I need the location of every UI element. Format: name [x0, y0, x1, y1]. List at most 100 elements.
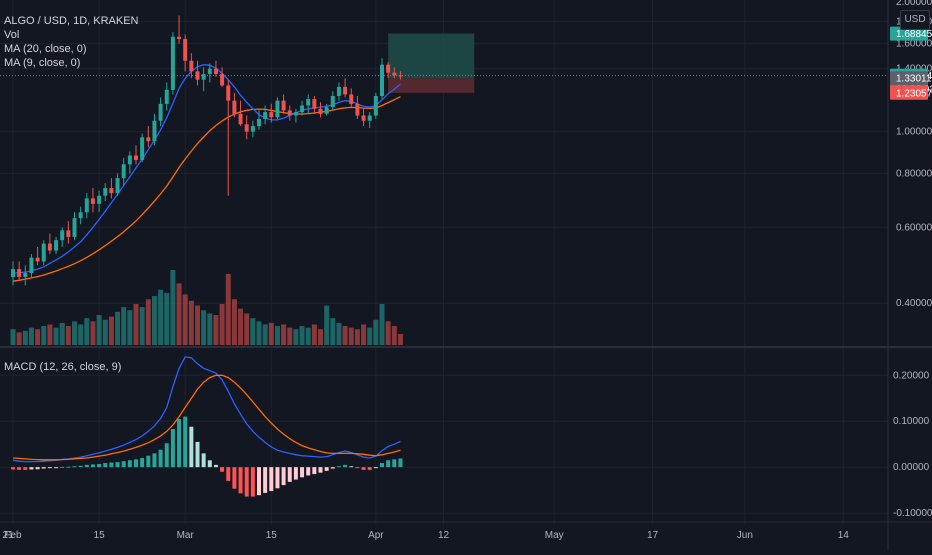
candle-body[interactable]	[158, 103, 163, 121]
candle-body[interactable]	[90, 198, 95, 204]
candle-body[interactable]	[78, 212, 83, 219]
currency-label[interactable]: USD	[900, 10, 930, 30]
price-tick-label[interactable]: 2.00000	[896, 0, 932, 8]
candle-body[interactable]	[134, 155, 138, 160]
moving-averages-layer	[12, 64, 401, 282]
position-zones[interactable]	[0, 33, 888, 93]
candle-body[interactable]	[324, 107, 329, 114]
candle-body[interactable]	[349, 94, 354, 104]
date-tick-label[interactable]: 15	[266, 530, 278, 541]
macd-tick-label[interactable]: 0.10000	[893, 416, 930, 427]
candle-body[interactable]	[318, 108, 323, 114]
macd-tick-label[interactable]: 0.20000	[893, 370, 930, 381]
candle-body[interactable]	[263, 112, 268, 119]
candle-body[interactable]	[195, 71, 200, 80]
candle-body[interactable]	[41, 243, 46, 262]
candle-body[interactable]	[373, 95, 378, 116]
date-tick-label[interactable]: 21	[2, 530, 14, 541]
candle-body[interactable]	[115, 178, 120, 194]
candle-body[interactable]	[97, 195, 102, 204]
candle-body[interactable]	[293, 112, 298, 116]
candle-body[interactable]	[60, 230, 65, 241]
candle-body[interactable]	[287, 110, 292, 116]
candle-body[interactable]	[269, 112, 274, 118]
candle-body[interactable]	[35, 257, 40, 262]
target-zone[interactable]	[388, 33, 475, 79]
stop-zone[interactable]	[388, 78, 475, 93]
candle-body[interactable]	[343, 86, 348, 95]
date-tick-label[interactable]: 12	[438, 530, 450, 541]
candle-body[interactable]	[336, 86, 341, 96]
candle-body[interactable]	[72, 218, 77, 237]
candle-body[interactable]	[330, 95, 335, 108]
candle-body[interactable]	[380, 64, 384, 96]
candle-body[interactable]	[201, 74, 206, 80]
ma9-legend-label[interactable]: MA (9, close, 0)	[4, 57, 81, 69]
candle-body[interactable]	[177, 36, 182, 40]
candle-body[interactable]	[398, 75, 403, 77]
candle-body[interactable]	[47, 243, 52, 251]
price-tick-label[interactable]: 0.80000	[896, 168, 932, 179]
vol-legend-label[interactable]: Vol	[4, 29, 20, 41]
date-tick-label[interactable]: 17	[647, 530, 659, 541]
candles-layer[interactable]	[11, 15, 403, 286]
candle-body[interactable]	[109, 188, 114, 194]
candle-body[interactable]	[23, 273, 28, 278]
candle-body[interactable]	[140, 137, 145, 160]
macd-legend-label[interactable]: MACD (12, 26, close, 9)	[4, 361, 122, 373]
price-tick-label[interactable]: 0.40000	[896, 298, 932, 309]
candle-body[interactable]	[170, 36, 175, 90]
volume-bar	[305, 327, 311, 345]
candle-body[interactable]	[300, 105, 305, 113]
candle-body[interactable]	[84, 198, 89, 213]
date-tick-label[interactable]: Mar	[177, 530, 195, 541]
candle-body[interactable]	[66, 230, 71, 237]
candle-body[interactable]	[11, 269, 15, 278]
candle-body[interactable]	[127, 155, 132, 165]
date-tick-label[interactable]: Feb	[4, 530, 22, 541]
date-tick-label[interactable]: Apr	[368, 530, 384, 541]
date-tick-label[interactable]: 15	[94, 530, 106, 541]
candle-body[interactable]	[146, 137, 151, 142]
price-tick-label[interactable]: 1.00000	[896, 127, 932, 138]
candle-body[interactable]	[392, 72, 397, 76]
candle-body[interactable]	[226, 85, 231, 101]
price-tick-label[interactable]: 0.60000	[896, 222, 932, 233]
macd-tick-label[interactable]: 0.00000	[893, 462, 930, 473]
axes-layer[interactable]: 2.000001.800001.600001.400001.000000.800…	[2, 0, 932, 541]
candle-body[interactable]	[164, 89, 169, 104]
price-tick-label[interactable]: 1.60000	[896, 39, 932, 50]
candle-body[interactable]	[244, 124, 249, 132]
candle-body[interactable]	[189, 60, 194, 72]
candle-body[interactable]	[17, 269, 22, 278]
candle-body[interactable]	[220, 74, 225, 86]
candle-body[interactable]	[54, 240, 59, 251]
candle-body[interactable]	[367, 115, 372, 121]
date-tick-label[interactable]: May	[545, 530, 564, 541]
candle-body[interactable]	[207, 68, 212, 75]
candle-body[interactable]	[386, 64, 391, 73]
macd-tick-label[interactable]: -0.10000	[893, 508, 932, 519]
candle-body[interactable]	[355, 103, 360, 116]
candle-body[interactable]	[361, 115, 366, 121]
candle-body[interactable]	[306, 99, 311, 106]
candle-body[interactable]	[281, 100, 286, 111]
ma20-legend-label[interactable]: MA (20, close, 0)	[4, 43, 87, 55]
candle-body[interactable]	[312, 99, 317, 109]
candle-body[interactable]	[257, 118, 261, 127]
candle-body[interactable]	[103, 188, 108, 196]
candle-body[interactable]	[29, 257, 34, 274]
candle-body[interactable]	[183, 39, 188, 61]
candle-body[interactable]	[213, 68, 218, 75]
symbol-title[interactable]: ALGO / USD, 1D, KRAKEN	[4, 15, 139, 27]
candle-body[interactable]	[238, 113, 243, 125]
candle-body[interactable]	[232, 100, 237, 114]
candle-body[interactable]	[121, 164, 126, 179]
candle-body[interactable]	[275, 100, 280, 118]
candle-body[interactable]	[152, 120, 157, 142]
date-tick-label[interactable]: 14	[838, 530, 850, 541]
candle-body[interactable]	[250, 126, 255, 132]
date-tick-label[interactable]: Jun	[737, 530, 753, 541]
